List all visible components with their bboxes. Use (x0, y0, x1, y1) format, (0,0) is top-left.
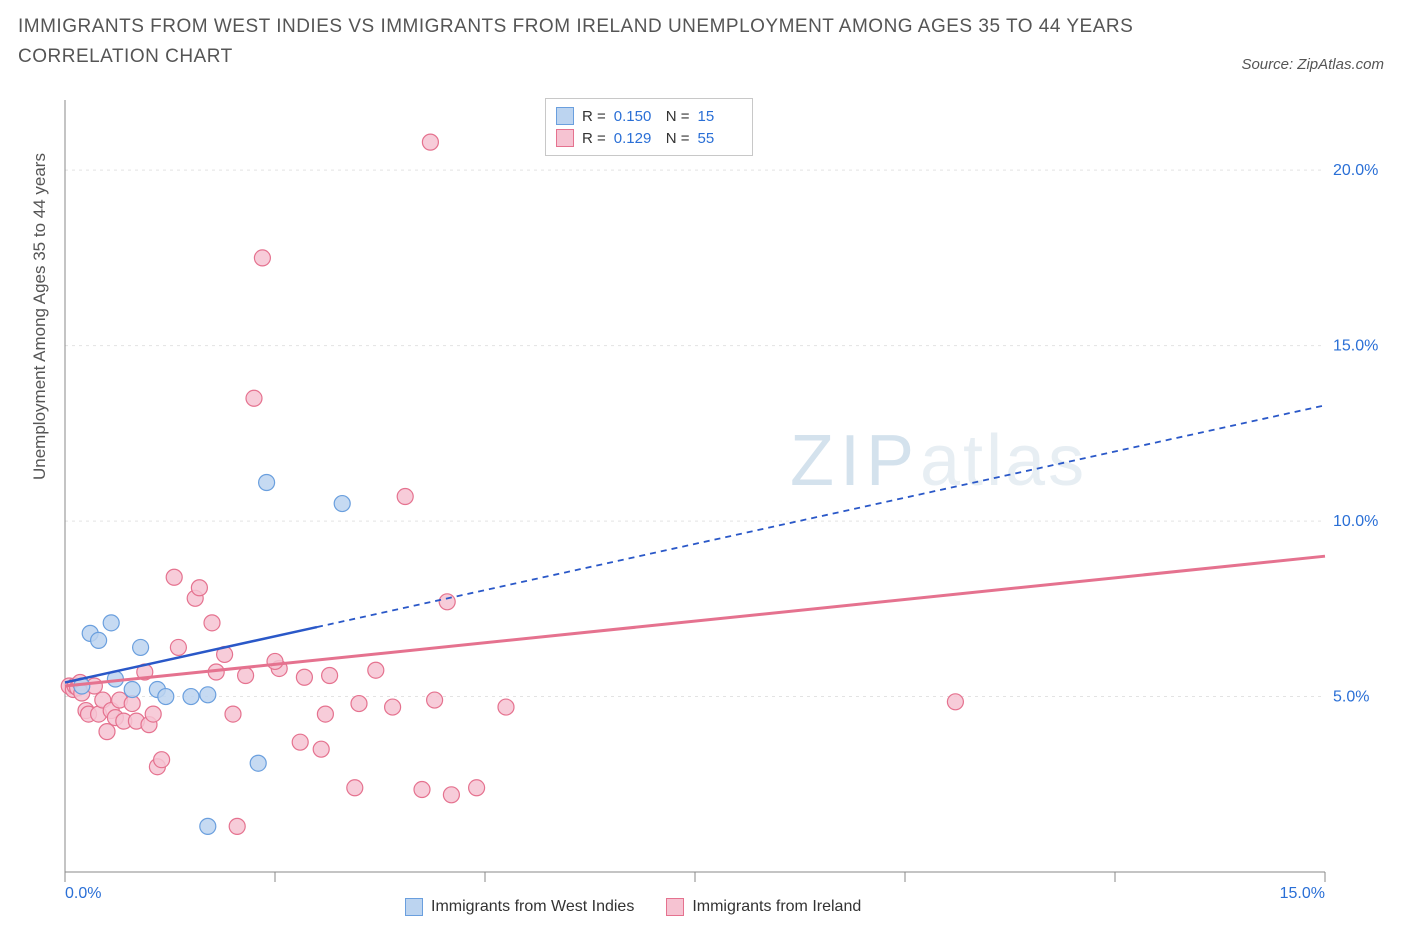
legend-n-label: N = (666, 130, 690, 147)
legend-item-west-indies: Immigrants from West Indies (405, 898, 634, 916)
legend-row-west-indies: R = 0.150 N = 15 (556, 105, 742, 127)
source-credit: Source: ZipAtlas.com (1241, 56, 1384, 73)
legend-label: Immigrants from West Indies (431, 898, 634, 916)
legend-r-label: R = (582, 108, 606, 125)
legend-label: Immigrants from Ireland (692, 898, 861, 916)
legend-r-value: 0.150 (614, 108, 658, 125)
scatter-chart: 0.0% 15.0% 5.0% 10.0% 15.0% 20.0% (55, 92, 1385, 902)
page-title: IMMIGRANTS FROM WEST INDIES VS IMMIGRANT… (18, 12, 1168, 73)
legend-r-value: 0.129 (614, 130, 658, 147)
legend-item-ireland: Immigrants from Ireland (666, 898, 861, 916)
svg-text:10.0%: 10.0% (1333, 513, 1378, 530)
legend-n-value: 55 (698, 130, 742, 147)
legend-row-ireland: R = 0.129 N = 55 (556, 127, 742, 149)
svg-text:15.0%: 15.0% (1280, 885, 1325, 902)
swatch-icon (556, 107, 574, 125)
svg-text:20.0%: 20.0% (1333, 162, 1378, 179)
legend-r-label: R = (582, 130, 606, 147)
swatch-icon (405, 898, 423, 916)
swatch-icon (556, 129, 574, 147)
correlation-legend: R = 0.150 N = 15 R = 0.129 N = 55 (545, 98, 753, 156)
svg-text:0.0%: 0.0% (65, 885, 101, 902)
svg-text:5.0%: 5.0% (1333, 689, 1369, 706)
series-legend: Immigrants from West Indies Immigrants f… (405, 898, 861, 916)
legend-n-label: N = (666, 108, 690, 125)
svg-text:15.0%: 15.0% (1333, 338, 1378, 355)
legend-n-value: 15 (698, 108, 742, 125)
swatch-icon (666, 898, 684, 916)
y-axis-label: Unemployment Among Ages 35 to 44 years (30, 153, 50, 480)
